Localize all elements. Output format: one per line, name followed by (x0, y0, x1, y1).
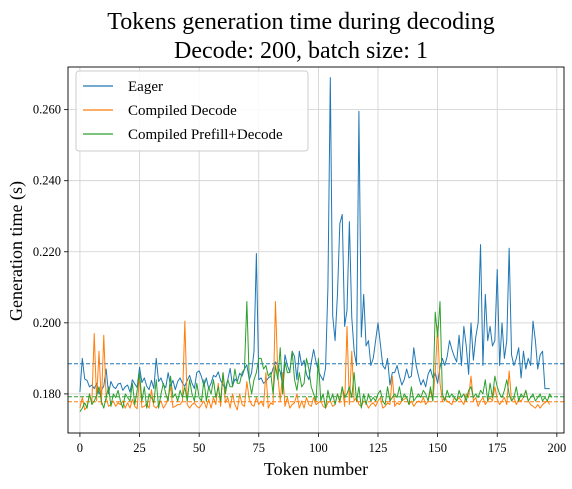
x-axis-ticks: 0 25 50 75 100 125 150 175 200 (77, 433, 566, 455)
legend-label: Eager (128, 79, 163, 95)
y-tick-label: 0.180 (33, 387, 61, 401)
x-tick-label: 200 (547, 441, 566, 455)
legend: Eager Compiled Decode Compiled Prefill+Dec… (75, 70, 309, 152)
y-axis-ticks: 0.180 0.200 0.220 0.240 0.260 (33, 103, 68, 401)
legend-label: Compiled Decode (128, 103, 237, 119)
x-tick-label: 125 (369, 441, 388, 455)
chart-title: Tokens generation time during decoding (107, 9, 495, 35)
y-tick-label: 0.200 (33, 316, 61, 330)
legend-box (75, 70, 309, 152)
series-lines (79, 77, 553, 412)
x-tick-label: 50 (193, 441, 206, 455)
plot-area-frame (67, 66, 565, 434)
series-line (79, 77, 550, 395)
grid-lines (68, 67, 564, 433)
x-tick-label: 150 (428, 441, 447, 455)
x-axis-label: Token number (264, 459, 368, 479)
y-tick-label: 0.240 (33, 174, 61, 188)
y-tick-label: 0.260 (33, 103, 61, 117)
y-tick-label: 0.220 (33, 245, 61, 259)
chart-subtitle: Decode: 200, batch size: 1 (174, 38, 428, 64)
legend-label: Compiled Prefill+Decode (128, 127, 283, 143)
x-tick-label: 100 (309, 441, 328, 455)
y-axis-label: Generation time (s) (6, 181, 27, 321)
series-line (79, 301, 553, 412)
x-tick-label: 0 (77, 441, 83, 455)
x-tick-label: 75 (253, 441, 266, 455)
x-tick-label: 175 (488, 441, 507, 455)
x-tick-label: 25 (133, 441, 146, 455)
